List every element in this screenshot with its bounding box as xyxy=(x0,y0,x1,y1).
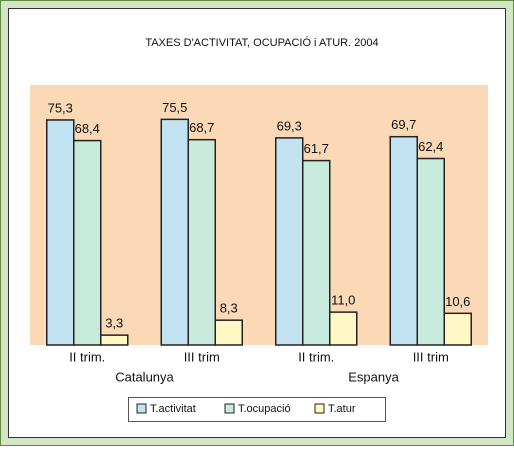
data-label: 10,6 xyxy=(445,294,470,309)
bar xyxy=(389,135,418,346)
data-label: 75,5 xyxy=(162,100,187,115)
legend-swatch xyxy=(224,403,235,414)
group-label: Espanya xyxy=(348,369,399,384)
x-tick-label: III trim xyxy=(413,349,449,364)
legend xyxy=(128,397,386,422)
bar xyxy=(100,334,129,346)
data-label: 11,0 xyxy=(331,293,355,308)
bar xyxy=(73,139,102,346)
legend-label: T.atur xyxy=(328,403,356,415)
data-label: 61,7 xyxy=(304,141,329,156)
bar xyxy=(214,319,243,346)
bar xyxy=(443,312,472,346)
data-label: 68,4 xyxy=(75,121,100,136)
data-label: 62,4 xyxy=(418,139,443,154)
data-label: 8,3 xyxy=(220,301,238,316)
bar xyxy=(329,311,358,346)
data-label: 69,7 xyxy=(391,117,416,132)
chart-title: TAXES D'ACTIVITAT, OCUPACIÓ i ATUR. 2004 xyxy=(145,36,378,49)
data-label: 75,3 xyxy=(48,100,73,115)
legend-label: T.activitat xyxy=(150,403,196,415)
x-tick-label: III trim xyxy=(184,349,220,364)
bar xyxy=(416,157,445,346)
bar xyxy=(275,137,304,346)
bar xyxy=(160,118,189,346)
group-label: Catalunya xyxy=(115,369,174,384)
x-tick-label: II trim. xyxy=(298,349,334,364)
x-tick-label: II trim. xyxy=(69,349,105,364)
data-label: 3,3 xyxy=(105,316,123,331)
bar xyxy=(46,119,75,346)
bar xyxy=(302,159,331,346)
data-label: 68,7 xyxy=(189,120,214,135)
data-label: 69,3 xyxy=(277,118,302,133)
legend-swatch xyxy=(136,403,147,414)
bar xyxy=(187,138,216,346)
legend-swatch xyxy=(314,403,325,414)
legend-label: T.ocupació xyxy=(238,403,291,415)
